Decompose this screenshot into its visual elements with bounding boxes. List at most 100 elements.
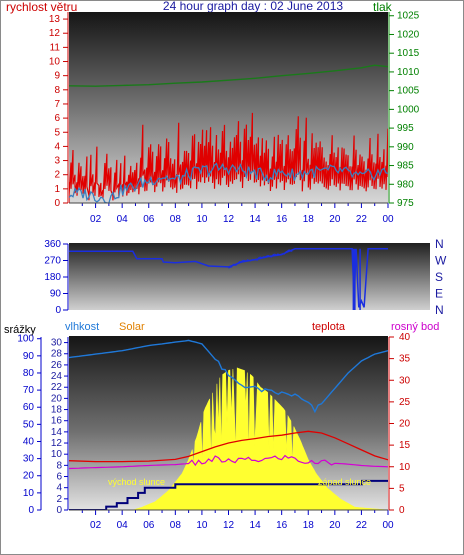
rain-tick-label: 100 (17, 334, 34, 345)
chart-title: 24 hour graph day : 02 June 2013 (163, 0, 343, 13)
wind-tick-label: 0 (54, 198, 60, 209)
compass-label: E (435, 287, 443, 301)
rain-tick-label: 40 (23, 436, 35, 447)
pressure-tick-label: 1015 (397, 48, 420, 59)
direction-tick-label: 90 (50, 289, 62, 300)
solar-tick-label: 18 (51, 405, 63, 416)
wind-direction-spike (359, 248, 361, 310)
x-tick-label: 16 (276, 214, 288, 225)
wind-tick-label: 10 (49, 57, 61, 68)
x-tick-label: 02 (90, 520, 102, 531)
x-tick-label: 04 (117, 520, 129, 531)
wind-direction-spike (352, 248, 356, 310)
wind-tick-label: 3 (54, 156, 60, 167)
temperature-tick-label: 5 (399, 483, 405, 494)
wind-tick-label: 2 (54, 170, 60, 181)
direction-tick-label: 360 (44, 239, 61, 250)
x-tick-label: 12 (223, 214, 235, 225)
series-wind-average (69, 162, 388, 203)
pressure-tick-label: 1010 (397, 67, 420, 78)
pressure-tick-label: 1000 (397, 104, 420, 115)
temperature-tick-label: 30 (399, 375, 411, 386)
x-tick-label: 22 (356, 520, 368, 531)
pressure-tick-label: 990 (397, 142, 414, 153)
compass-label: N (435, 237, 444, 251)
humidity-axis-title: vlhkost (65, 321, 99, 333)
x-tick-label: 14 (250, 214, 262, 225)
x-tick-label: 18 (303, 214, 315, 225)
temperature-tick-label: 20 (399, 419, 411, 430)
sunrise-label: východ slunce (108, 477, 165, 487)
wind-tick-label: 7 (54, 99, 60, 110)
direction-tick-label: 180 (44, 272, 61, 283)
solar-tick-label: 20 (51, 393, 63, 404)
solar-tick-label: 8 (56, 460, 62, 471)
rain-tick-label: 50 (23, 419, 35, 430)
wind-tick-label: 12 (49, 28, 61, 39)
solar-tick-label: 0 (56, 505, 62, 516)
temperature-tick-label: 10 (399, 462, 411, 473)
left-axis-title: rychlost větru (6, 0, 77, 14)
sunset-label: západ slunce (318, 477, 371, 487)
dewpoint-axis-title: rosný bod (391, 321, 439, 333)
rain-tick-label: 0 (28, 505, 34, 516)
solar-tick-label: 24 (51, 371, 63, 382)
x-tick-label: 16 (276, 520, 288, 531)
pressure-tick-label: 1005 (397, 86, 420, 97)
series-wind-direction-gusts (228, 249, 293, 269)
compass-label: S (435, 270, 443, 284)
wind-tick-label: 4 (54, 141, 60, 152)
solar-tick-label: 4 (56, 483, 62, 494)
solar-tick-label: 10 (51, 449, 63, 460)
rain-tick-label: 80 (23, 368, 35, 379)
rain-tick-label: 30 (23, 454, 35, 465)
compass-label: W (435, 254, 447, 268)
rain-tick-label: 90 (23, 351, 35, 362)
series-wind-gust (69, 112, 388, 203)
x-tick-label: 04 (117, 214, 129, 225)
x-tick-label: 10 (196, 520, 208, 531)
wind-tick-label: 11 (50, 42, 61, 53)
solar-tick-label: 22 (51, 382, 63, 393)
pressure-tick-label: 1025 (397, 11, 420, 22)
right-axis-title: tlak (373, 0, 393, 14)
x-tick-label: 20 (329, 214, 341, 225)
series-temperature (69, 430, 388, 463)
wind-tick-label: 13 (49, 14, 61, 25)
x-tick-label: 00 (382, 214, 394, 225)
pressure-tick-label: 995 (397, 123, 414, 134)
series-wind-direction (69, 248, 388, 308)
solar-tick-label: 30 (51, 338, 63, 349)
x-tick-label: 22 (356, 214, 368, 225)
solar-tick-label: 14 (51, 427, 63, 438)
x-tick-label: 02 (90, 214, 102, 225)
rain-axis-title: srážky (4, 324, 36, 336)
temperature-axis-title: teplota (312, 321, 346, 333)
x-tick-label: 06 (143, 520, 155, 531)
series-humidity (69, 339, 388, 414)
temperature-tick-label: 25 (399, 397, 411, 408)
solar-tick-label: 2 (56, 494, 62, 505)
pressure-tick-label: 985 (397, 161, 414, 172)
solar-axis-title: Solar (119, 321, 145, 333)
series-pressure (69, 64, 388, 87)
direction-tick-label: 270 (44, 256, 61, 267)
x-tick-label: 08 (170, 520, 182, 531)
wind-tick-label: 6 (54, 113, 60, 124)
solar-tick-label: 6 (56, 472, 62, 483)
solar-tick-label: 26 (51, 360, 63, 371)
rain-tick-label: 10 (23, 488, 35, 499)
pressure-tick-label: 1020 (397, 29, 420, 40)
temperature-tick-label: 15 (399, 440, 411, 451)
wind-tick-label: 5 (54, 127, 60, 138)
x-tick-label: 06 (143, 214, 155, 225)
wind-tick-label: 9 (54, 71, 60, 82)
temperature-tick-label: 35 (399, 354, 411, 365)
series-dewpoint (69, 454, 388, 470)
compass-label: N (435, 303, 444, 317)
solar-tick-label: 16 (51, 416, 63, 427)
direction-tick-label: 0 (55, 305, 61, 316)
wind-tick-label: 1 (54, 184, 60, 195)
pressure-tick-label: 980 (397, 179, 414, 190)
x-tick-label: 10 (196, 214, 208, 225)
